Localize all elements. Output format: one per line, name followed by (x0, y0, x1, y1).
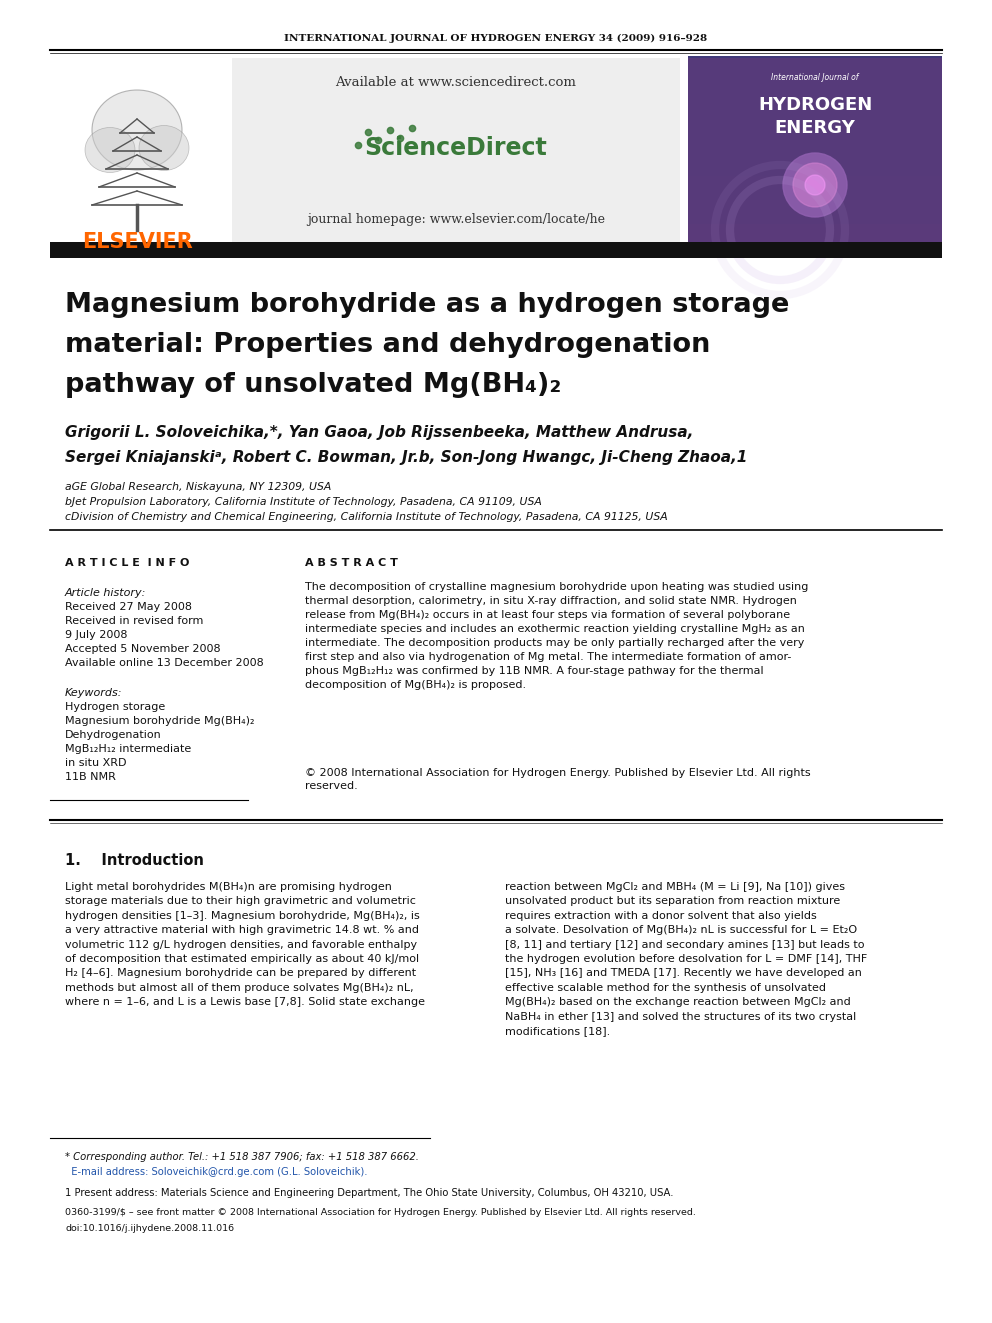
Text: Accepted 5 November 2008: Accepted 5 November 2008 (65, 644, 220, 654)
Bar (688, 105, 942, 128)
Text: A R T I C L E  I N F O: A R T I C L E I N F O (65, 558, 189, 568)
Text: 0360-3199/$ – see front matter © 2008 International Association for Hydrogen Ene: 0360-3199/$ – see front matter © 2008 In… (65, 1208, 695, 1217)
Ellipse shape (92, 90, 182, 169)
Text: Light metal borohydrides M(BH₄)n are promising hydrogen
storage materials due to: Light metal borohydrides M(BH₄)n are pro… (65, 882, 425, 1007)
Bar (688, 152, 942, 176)
Ellipse shape (139, 126, 189, 171)
Text: 1 Present address: Materials Science and Engineering Department, The Ohio State : 1 Present address: Materials Science and… (65, 1188, 674, 1199)
Text: Grigorii L. Soloveichika,*, Yan Gaoa, Job Rijssenbeeka, Matthew Andrusa,: Grigorii L. Soloveichika,*, Yan Gaoa, Jo… (65, 425, 693, 441)
Bar (688, 224, 942, 247)
Text: 1.    Introduction: 1. Introduction (65, 853, 204, 868)
Text: doi:10.1016/j.ijhydene.2008.11.016: doi:10.1016/j.ijhydene.2008.11.016 (65, 1224, 234, 1233)
Text: pathway of unsolvated Mg(BH₄)₂: pathway of unsolvated Mg(BH₄)₂ (65, 372, 561, 398)
Bar (50, 70, 225, 235)
Text: E-mail address: Soloveichik@crd.ge.com (G.L. Soloveichik).: E-mail address: Soloveichik@crd.ge.com (… (65, 1167, 367, 1177)
Text: The decomposition of crystalline magnesium borohydride upon heating was studied : The decomposition of crystalline magnesi… (305, 582, 808, 691)
Text: © 2008 International Association for Hydrogen Energy. Published by Elsevier Ltd.: © 2008 International Association for Hyd… (305, 767, 810, 791)
Bar (50, 242, 942, 258)
Bar (688, 176, 942, 200)
Text: cDivision of Chemistry and Chemical Engineering, California Institute of Technol: cDivision of Chemistry and Chemical Engi… (65, 512, 668, 523)
Text: bJet Propulsion Laboratory, California Institute of Technology, Pasadena, CA 911: bJet Propulsion Laboratory, California I… (65, 497, 542, 507)
Text: reaction between MgCl₂ and MBH₄ (M = Li [9], Na [10]) gives
unsolvated product b: reaction between MgCl₂ and MBH₄ (M = Li … (505, 882, 867, 1036)
Text: * Corresponding author. Tel.: +1 518 387 7906; fax: +1 518 387 6662.: * Corresponding author. Tel.: +1 518 387… (65, 1152, 419, 1162)
Text: Received in revised form: Received in revised form (65, 617, 203, 626)
Text: ENERGY: ENERGY (775, 119, 855, 138)
Text: Sergei Kniajanskiᵃ, Robert C. Bowman, Jr.b, Son-Jong Hwangc, Ji-Cheng Zhaoa,1: Sergei Kniajanskiᵃ, Robert C. Bowman, Jr… (65, 450, 747, 464)
Text: Available online 13 December 2008: Available online 13 December 2008 (65, 658, 264, 668)
Text: in situ XRD: in situ XRD (65, 758, 127, 767)
Text: MgB₁₂H₁₂ intermediate: MgB₁₂H₁₂ intermediate (65, 744, 191, 754)
Text: Keywords:: Keywords: (65, 688, 122, 699)
Text: aGE Global Research, Niskayuna, NY 12309, USA: aGE Global Research, Niskayuna, NY 12309… (65, 482, 331, 492)
Text: Magnesium borohydride Mg(BH₄)₂: Magnesium borohydride Mg(BH₄)₂ (65, 716, 255, 726)
Bar (688, 58, 942, 247)
Text: ScienceDirect: ScienceDirect (365, 136, 548, 160)
Text: A B S T R A C T: A B S T R A C T (305, 558, 398, 568)
Text: INTERNATIONAL JOURNAL OF HYDROGEN ENERGY 34 (2009) 916–928: INTERNATIONAL JOURNAL OF HYDROGEN ENERGY… (285, 33, 707, 42)
Text: Hydrogen storage: Hydrogen storage (65, 703, 166, 712)
Text: Article history:: Article history: (65, 587, 147, 598)
Bar (232, 58, 680, 247)
Ellipse shape (85, 127, 135, 172)
Circle shape (793, 163, 837, 206)
Bar (688, 79, 942, 105)
Circle shape (805, 175, 825, 194)
Text: International Journal of: International Journal of (772, 74, 859, 82)
Text: 9 July 2008: 9 July 2008 (65, 630, 128, 640)
Text: Received 27 May 2008: Received 27 May 2008 (65, 602, 192, 613)
Bar (688, 58, 942, 247)
Circle shape (783, 153, 847, 217)
Bar (688, 56, 942, 79)
Bar (688, 200, 942, 224)
Text: ELSEVIER: ELSEVIER (81, 232, 192, 251)
Text: Dehydrogenation: Dehydrogenation (65, 730, 162, 740)
Bar (688, 128, 942, 152)
Text: 11B NMR: 11B NMR (65, 773, 116, 782)
Text: material: Properties and dehydrogenation: material: Properties and dehydrogenation (65, 332, 710, 359)
Text: HYDROGEN: HYDROGEN (758, 97, 872, 114)
Text: journal homepage: www.elsevier.com/locate/he: journal homepage: www.elsevier.com/locat… (307, 213, 605, 226)
Text: Magnesium borohydride as a hydrogen storage: Magnesium borohydride as a hydrogen stor… (65, 292, 790, 318)
Text: Available at www.sciencedirect.com: Available at www.sciencedirect.com (335, 77, 576, 90)
